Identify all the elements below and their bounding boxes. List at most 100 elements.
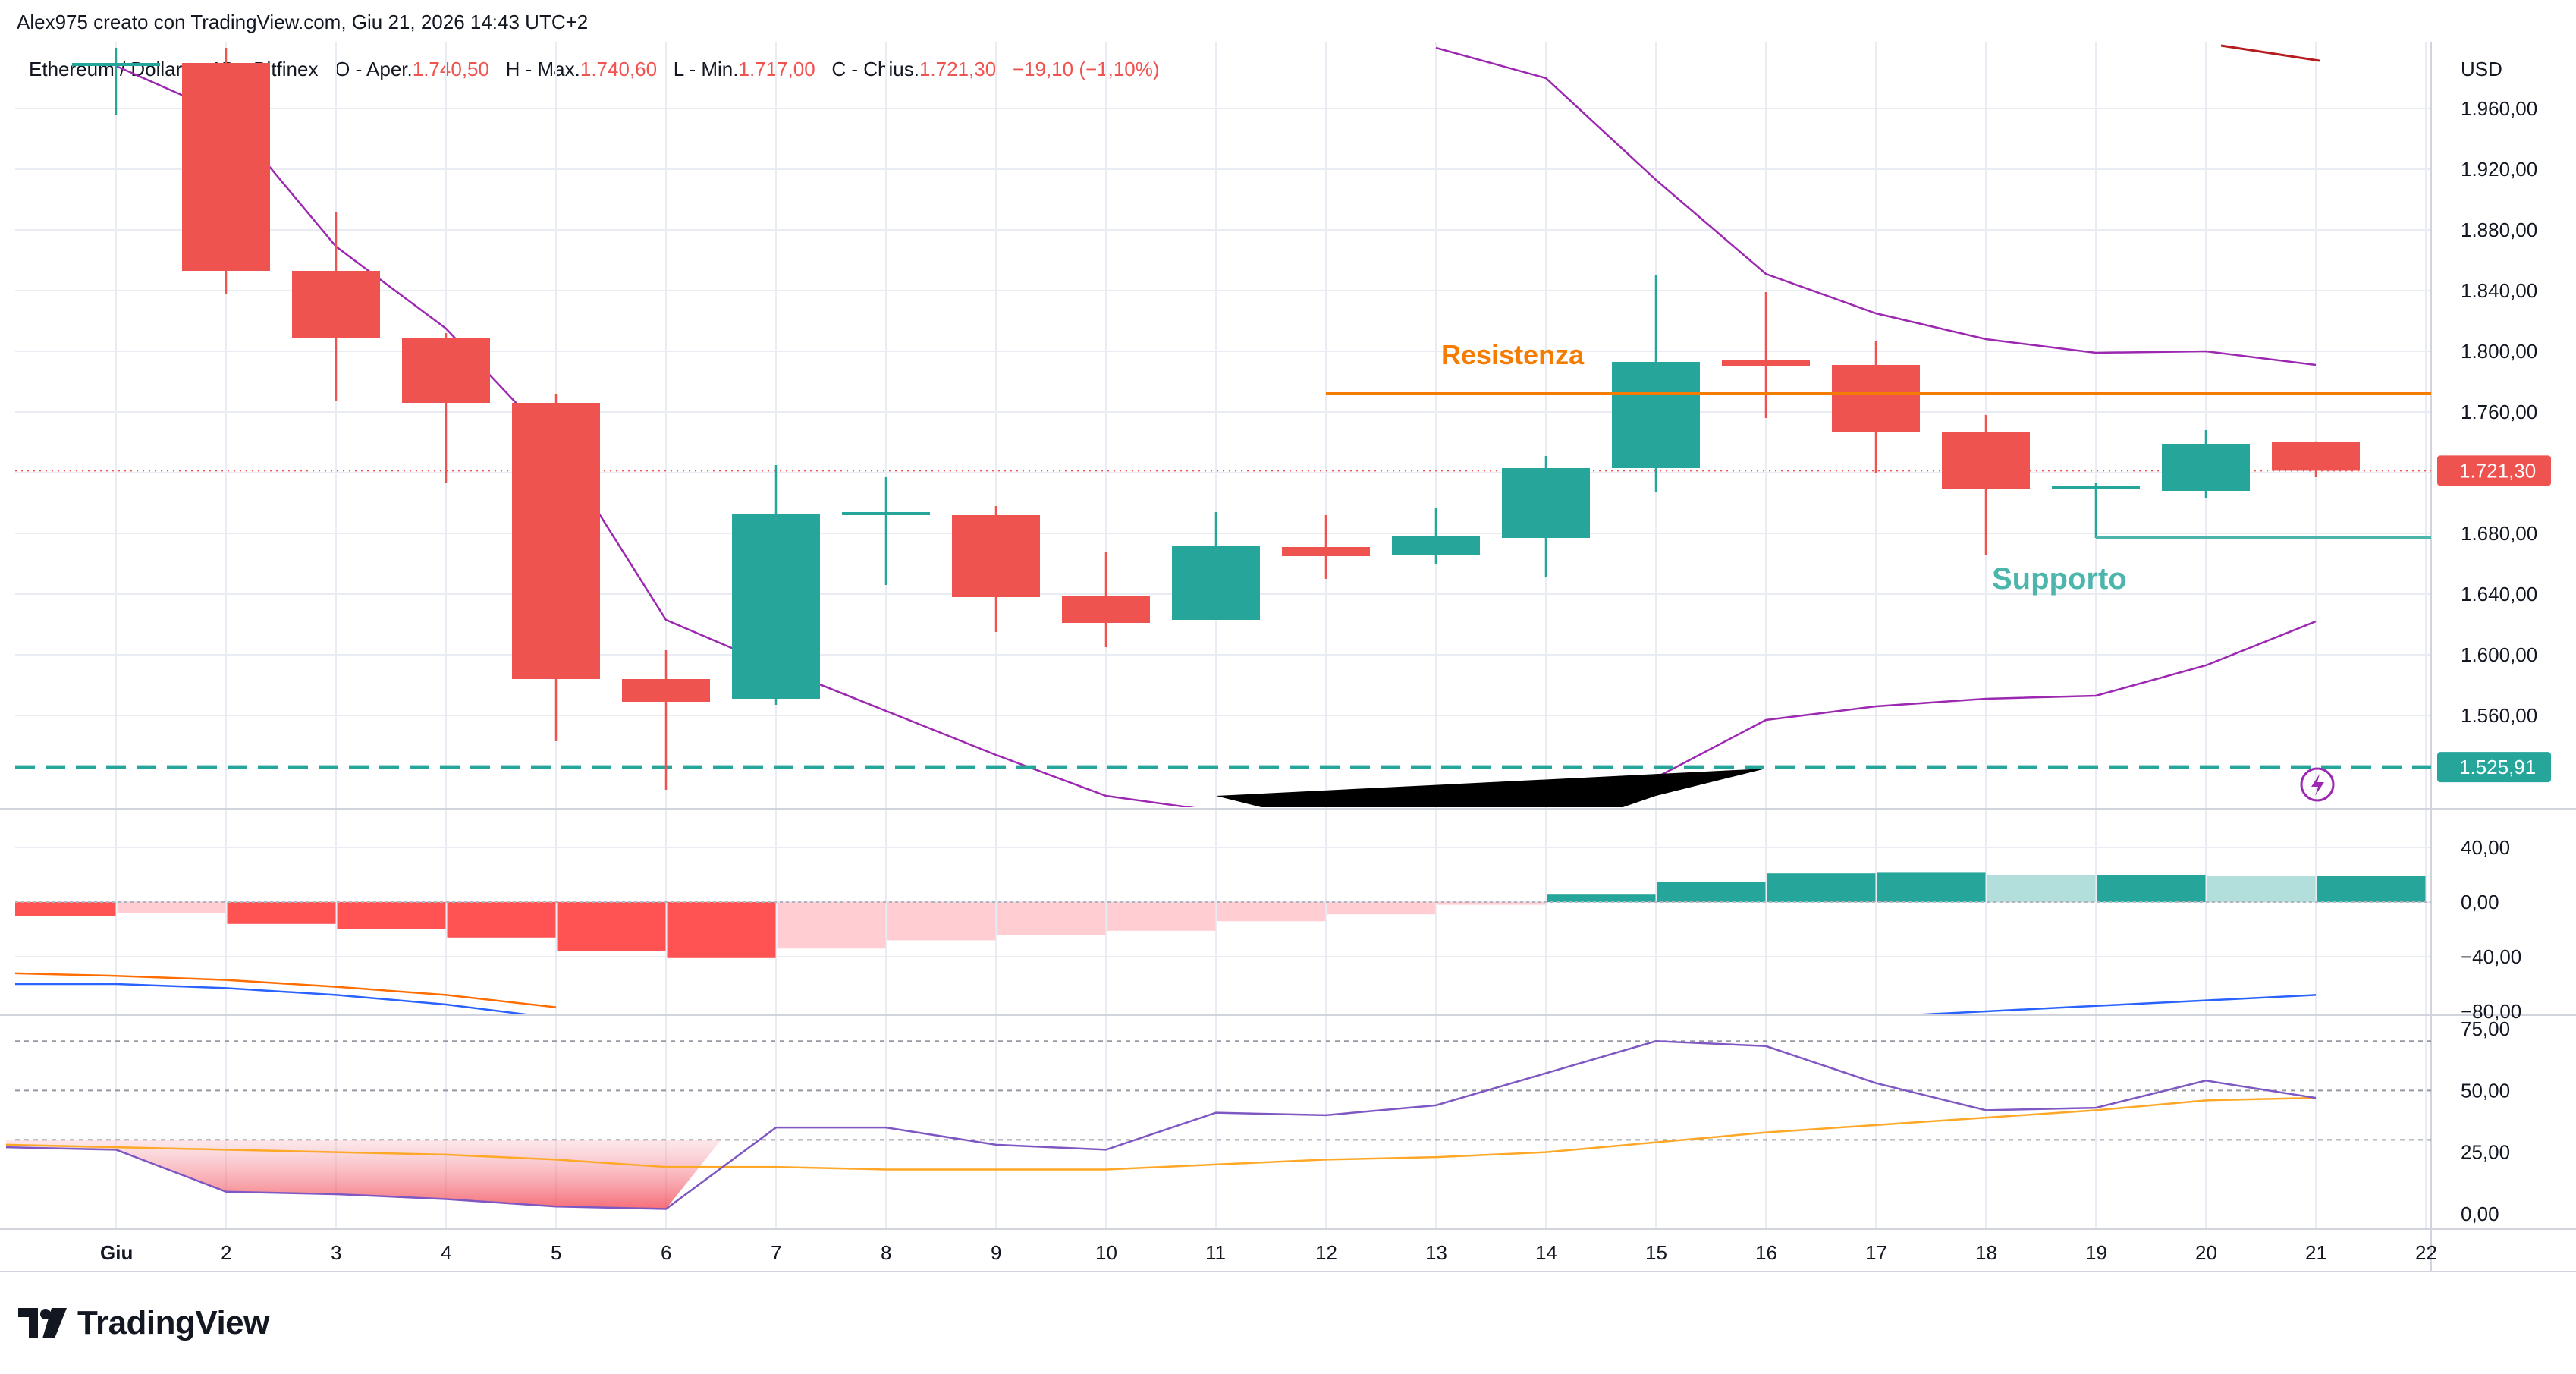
candle-body [1942,432,2030,489]
open-label: O - Aper. [335,58,413,80]
low-value: 1.717,00 [738,58,815,80]
support-label: Supporto [1992,562,2127,596]
price-axis-tick: 1.680,00 [2461,522,2537,545]
candle-body [512,403,600,679]
rsi-axis-tick: 50,00 [2461,1079,2510,1102]
rsi-axis-tick: 25,00 [2461,1141,2510,1164]
macd-histogram-bar [997,902,1106,935]
candle-body [842,512,930,515]
high-label: H - Max. [505,58,580,80]
chart-header-text: Alex975 creato con TradingView.com, Giu … [17,11,589,33]
macd-histogram-bar [1987,875,2096,902]
time-axis-label: 21 [2305,1241,2327,1264]
macd-axis-tick: −40,00 [2461,945,2521,968]
tradingview-logo-icon [18,1308,67,1338]
rsi-axis-tick: 75,00 [2461,1017,2510,1040]
candle-body [402,338,490,403]
price-axis-tick: 1.840,00 [2461,279,2537,302]
macd-histogram-bar [447,902,556,938]
price-axis-tick: 1.600,00 [2461,643,2537,666]
time-axis-label: 15 [1645,1241,1667,1264]
time-axis-label: 11 [1205,1241,1226,1264]
rsi-axis-tick: 0,00 [2461,1203,2499,1225]
candle-body [952,515,1040,597]
macd-histogram-bar [2317,876,2426,902]
upper-band-line [1435,46,2317,366]
level-badge-text: 1.525,91 [2459,756,2536,778]
candle-body [1612,362,1700,468]
price-axis-tick: 1.880,00 [2461,219,2537,241]
rsi-oversold-fill [6,1140,721,1209]
candle-body [72,63,160,66]
time-axis-label: 18 [1975,1241,1997,1264]
macd-histogram-bar [1217,902,1326,922]
lower-band-tail [1216,769,1766,807]
price-axis-tick: 1.640,00 [2461,583,2537,605]
candle-body [1172,546,1260,620]
time-axis-label: 22 [2415,1241,2437,1264]
main-pane[interactable]: Resistenza Supporto [15,44,2468,852]
rsi-ma-line [5,1096,2317,1171]
close-label: C - Chius. [831,58,919,80]
candle-body [2162,444,2250,491]
time-axis-label: 12 [1315,1241,1337,1264]
macd-histogram-bar [227,902,336,924]
macd-axis-tick: 0,00 [2461,891,2499,913]
price-axis-currency: USD [2461,58,2502,80]
macd-histogram-bar [1437,902,1546,905]
macd-histogram-bar [15,902,116,916]
time-axis-label: 10 [1095,1241,1117,1264]
candle-body [732,514,820,699]
time-axis-label: 5 [551,1241,561,1264]
low-label: L - Min. [673,58,739,80]
price-axis-tick: 1.920,00 [2461,158,2537,181]
macd-histogram-bar [1547,894,1656,902]
macd-axis-tick: −80,00 [2461,1000,2521,1023]
price-axis-tick: 1.800,00 [2461,340,2537,363]
time-axis-label: 17 [1865,1241,1887,1264]
candle-body [1832,365,1920,432]
macd-histogram-bar [2097,875,2206,902]
time-axis-label: 20 [2195,1241,2217,1264]
macd-fast-line [15,983,527,1014]
candle-body [1502,468,1590,538]
macd-histogram-bar [667,902,776,958]
macd-histogram-bar [777,902,886,949]
time-axis-label: Giu [100,1241,133,1264]
change-value: −19,10 (−1,10%) [1012,58,1160,80]
time-axis-label: 19 [2085,1241,2107,1264]
candle-body [292,271,380,338]
lower-band-line [1555,620,2317,807]
tradingview-logo[interactable]: TradingView [18,1302,269,1344]
candle-body [1392,536,1480,555]
time-axis-label: 13 [1425,1241,1447,1264]
price-axis-tick: 1.960,00 [2461,97,2537,120]
last-price-badge-text: 1.721,30 [2459,459,2536,482]
rsi-line [5,1040,2317,1210]
time-axis-label: 7 [771,1241,781,1264]
level-badge [2437,752,2551,783]
time-axis-label: 3 [331,1241,341,1264]
candle-body [1282,547,1370,556]
candle-body [1722,360,1810,366]
alert-lightning-icon[interactable] [2300,767,2335,802]
macd-histogram-bar [1767,873,1876,902]
time-axis-label: 14 [1535,1241,1557,1264]
candle-body [2272,442,2360,471]
macd-axis-tick: 40,00 [2461,836,2510,859]
candle-body [1062,596,1150,623]
macd-pane[interactable] [6,872,2426,1018]
last-price-badge [2437,455,2551,486]
candle-body [622,679,710,702]
time-axis-label: 2 [221,1241,231,1264]
open-value: 1.740,50 [412,58,489,80]
macd-fast-line-tail [1921,994,2317,1014]
macd-histogram-bar [887,902,996,941]
macd-histogram-bar [337,902,446,929]
close-value: 1.721,30 [919,58,997,80]
macd-histogram-bar [117,902,226,913]
time-axis-label: 8 [881,1241,891,1264]
macd-histogram-bar [1327,902,1436,915]
price-axis-tick: 1.760,00 [2461,401,2537,423]
